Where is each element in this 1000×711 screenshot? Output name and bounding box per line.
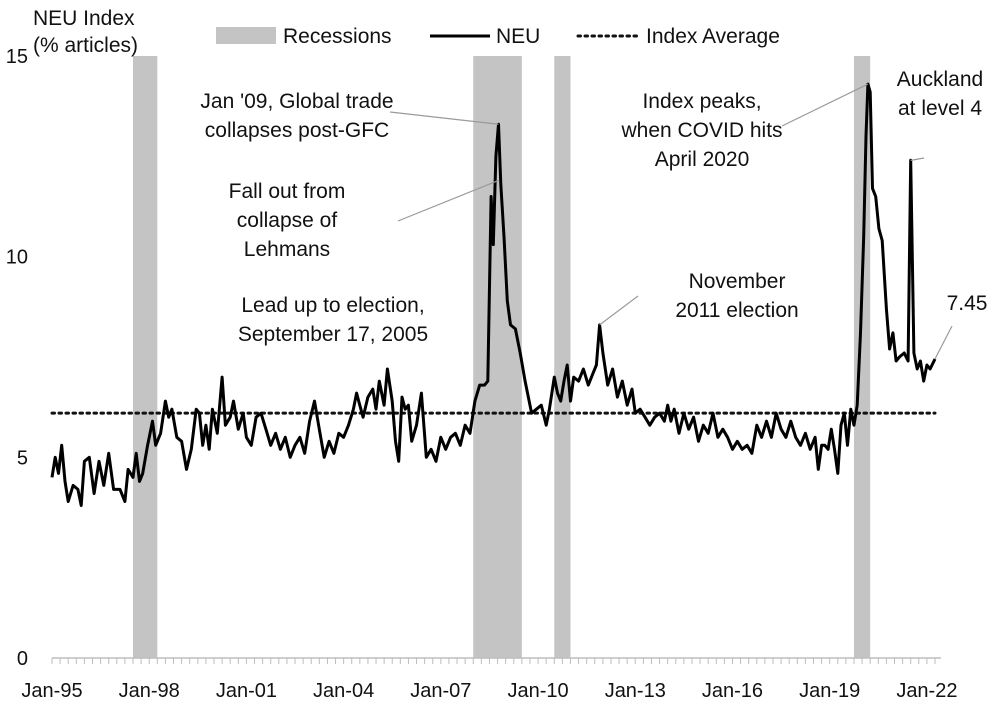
y-axis-title-line: NEU Index [33, 7, 135, 30]
y-tick-label: 5 [17, 447, 28, 469]
x-tick-labels: Jan-95 Jan-98 Jan-01 Jan-04 Jan-07 Jan-10 Jan-… [21, 680, 957, 702]
y-tick-labels: 0 5 10 15 [6, 46, 28, 670]
annotation-text-line: Index peaks, [642, 90, 761, 113]
legend-recessions-swatch [216, 27, 276, 44]
annotation-1: Jan '09, Global trade collapses post-GFC [200, 90, 393, 142]
x-tick-label: Jan-13 [605, 680, 666, 702]
x-tick-label: Jan-07 [410, 680, 471, 702]
x-tick-label: Jan-04 [313, 680, 374, 702]
annotation-text-line: Lead up to election, [241, 294, 424, 317]
recession-band-2 [473, 56, 522, 658]
annotation-leaders [389, 83, 953, 360]
annotation-leader [781, 83, 869, 127]
annotation-text-line: when COVID hits [620, 119, 782, 142]
annotation-text-line: collapse of [237, 209, 338, 232]
annotation-text-line: Lehmans [244, 238, 330, 261]
annotation-text-line: collapses post-GFC [205, 119, 389, 142]
x-tick-label: Jan-16 [702, 680, 763, 702]
y-tick-label: 0 [17, 648, 28, 670]
y-tick-label: 15 [6, 46, 28, 68]
annotation-leader [599, 295, 639, 326]
recession-band-1 [133, 56, 158, 658]
legend-average-label: Index Average [646, 25, 780, 48]
x-tick-label: Jan-98 [119, 680, 180, 702]
y-axis-title: NEU Index (% articles) [33, 7, 138, 57]
x-tick-label: Jan-22 [896, 680, 957, 702]
annotation-text-line: Jan '09, Global trade [200, 90, 393, 113]
annotations: Jan '09, Global trade collapses post-GFC F… [200, 68, 987, 346]
x-tick-label: Jan-95 [21, 680, 82, 702]
annotation-5: Index peaks, when COVID hits April 2020 [620, 90, 782, 171]
y-axis-title-line: (% articles) [33, 34, 138, 57]
annotation-6: Auckland at level 4 [897, 68, 983, 120]
annotation-text-line: at level 4 [898, 97, 982, 120]
annotation-text-line: 2011 election [675, 299, 798, 322]
annotation-text-line: Fall out from [229, 180, 346, 203]
annotation-2: Fall out from collapse of Lehmans [229, 180, 346, 261]
recession-band-4 [853, 56, 871, 658]
annotation-text-line: November [689, 270, 786, 293]
annotation-leader [934, 325, 953, 360]
annotation-text-line: September 17, 2005 [238, 323, 428, 346]
annotation-text-line: April 2020 [655, 148, 750, 171]
annotation-4: November 2011 election [675, 270, 798, 322]
legend-neu-label: NEU [496, 25, 540, 48]
annotation-text-line: Auckland [897, 68, 983, 91]
x-tick-label: Jan-01 [216, 680, 277, 702]
x-tick-label: Jan-10 [507, 680, 568, 702]
neu-series-line [50, 82, 937, 507]
annotation-text-line: 7.45 [947, 292, 988, 315]
annotation-7: 7.45 [947, 292, 988, 315]
y-tick-label: 10 [6, 247, 28, 269]
legend: Recessions NEU Index Average [216, 25, 780, 48]
x-tick-label: Jan-19 [799, 680, 860, 702]
annotation-leader [910, 157, 925, 161]
axes [51, 657, 941, 664]
annotation-leader [397, 179, 499, 222]
recession-band-3 [554, 56, 571, 658]
legend-recessions-label: Recessions [283, 25, 392, 48]
annotation-leader [389, 111, 499, 125]
annotation-3: Lead up to election, September 17, 2005 [238, 294, 428, 346]
recession-bands [133, 56, 871, 658]
